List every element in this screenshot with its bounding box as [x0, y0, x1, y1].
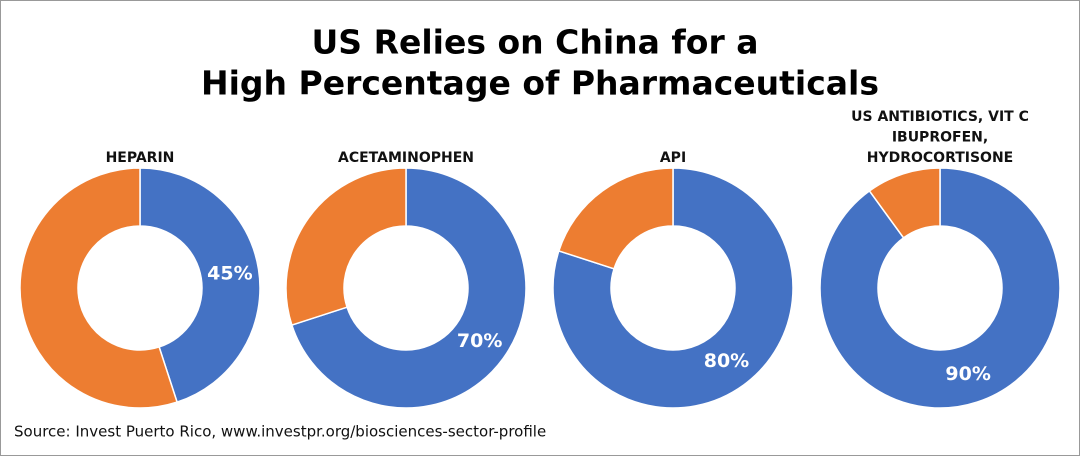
chart-subtitle: API — [660, 150, 686, 166]
donut-segment — [557, 167, 674, 270]
data-label: 45% — [207, 262, 252, 284]
chart-subtitle: HEPARIN — [106, 150, 175, 166]
donut-segment — [290, 167, 527, 409]
donut-segment — [19, 167, 179, 409]
donut-segment — [552, 167, 794, 409]
donut-segment — [868, 167, 941, 239]
donut-segment — [819, 167, 1061, 409]
chart-title: High Percentage of Pharmaceuticals — [201, 64, 879, 103]
chart-subtitle: HYDROCORTISONE — [867, 150, 1014, 166]
data-label: 70% — [457, 330, 502, 352]
chart-subtitle: US ANTIBIOTICS, VIT C — [851, 109, 1029, 125]
donut-segment — [285, 167, 407, 327]
data-label: 90% — [945, 363, 990, 385]
source: Source: Invest Puerto Rico, www.investpr… — [14, 423, 546, 441]
chart-subtitle: IBUPROFEN, — [892, 130, 988, 146]
chart-subtitle: ACETAMINOPHEN — [338, 150, 474, 166]
donut-segment — [139, 167, 261, 404]
data-label: 80% — [704, 350, 749, 372]
chart-title: US Relies on China for a — [312, 23, 759, 62]
